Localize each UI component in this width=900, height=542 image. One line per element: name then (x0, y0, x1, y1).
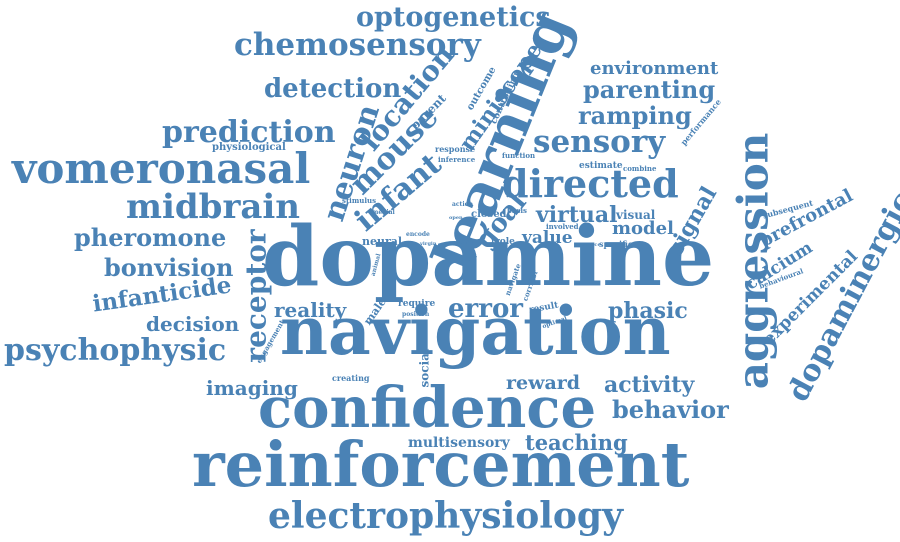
word-bonvision: bonvision (104, 253, 234, 282)
word-open: open (449, 215, 463, 221)
word-virgin: virgin (420, 241, 437, 247)
word-basis: basis (507, 206, 527, 215)
word-environment: environment (590, 58, 719, 79)
word-visual: visual (616, 208, 656, 222)
word-closed: closed (471, 209, 507, 220)
word-error: error (448, 294, 523, 324)
word-reality: reality (274, 298, 347, 322)
word-specific: specific (599, 239, 633, 249)
word-neural: neural (362, 235, 403, 248)
word-physiological: physiological (212, 142, 286, 153)
word-creating: creating (332, 373, 370, 383)
word-detection: detection (264, 74, 402, 104)
word-estimate: estimate (579, 161, 623, 171)
word-optogenetics: optogenetics (356, 2, 551, 33)
word-behavior: behavior (612, 395, 729, 424)
word-position: position (402, 311, 430, 318)
word-require: require (398, 299, 436, 309)
word-model: model (612, 218, 674, 239)
word-role: role (495, 237, 515, 247)
word-virtual: virtual (536, 202, 618, 228)
word-vomeronasal: vomeronasal (12, 144, 311, 193)
word-imaging: imaging (206, 376, 298, 400)
word-encode: encode (406, 231, 430, 238)
word-source: source (582, 242, 601, 248)
word-cue: cue (460, 256, 472, 263)
word-dopamine: dopamine (262, 209, 715, 305)
word-midbrain: midbrain (126, 187, 301, 227)
word-social: social (417, 348, 432, 388)
word-navigation: navigation (280, 292, 671, 370)
word-decision: decision (146, 312, 240, 336)
word-sensory: sensory (533, 124, 666, 160)
word-phasic: phasic (608, 298, 688, 324)
word-stimulus: stimulus (342, 196, 377, 205)
word-pheromone: pheromone (74, 223, 227, 252)
word-combine: combine (623, 164, 657, 173)
word-function: function (502, 151, 536, 160)
word-multisensory: multisensory (408, 435, 510, 451)
word-chemosensory: chemosensory (234, 27, 481, 63)
word-psychophysic: psychophysic (4, 333, 227, 368)
word-teaching: teaching (525, 430, 628, 455)
word-inference: inference (438, 155, 476, 164)
word-ramping: ramping (578, 101, 692, 130)
word-action: action (452, 201, 473, 208)
word-activity: activity (604, 372, 695, 398)
word-electrophysiology: electrophysiology (268, 495, 624, 537)
word-task: task (458, 237, 475, 246)
word-directed: directed (502, 161, 679, 206)
word-parenting: parenting (583, 75, 716, 104)
word-reinforcement: reinforcement (192, 428, 690, 501)
word-involved: involved (546, 222, 579, 231)
word-response: response (435, 144, 476, 154)
word-medial: medial (372, 209, 395, 216)
word-reward: reward (506, 372, 581, 394)
word-value: value (522, 228, 573, 248)
word-confidence: confidence (258, 375, 597, 441)
word-prediction: prediction (162, 115, 336, 150)
